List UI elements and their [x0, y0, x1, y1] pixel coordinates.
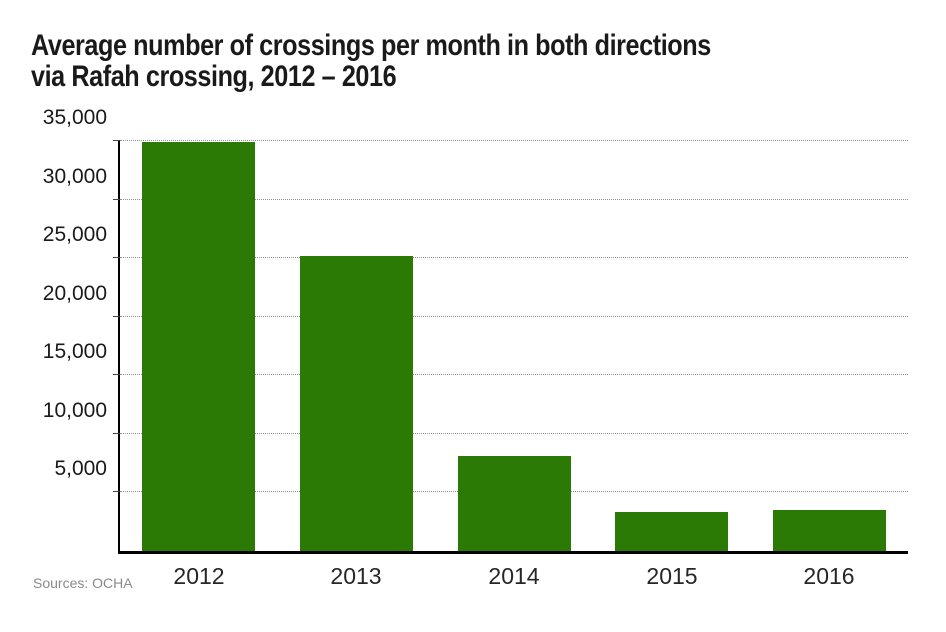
y-axis-tick — [113, 199, 120, 200]
gridline-15000 — [120, 374, 908, 375]
y-tick-label-20000: 20,000 — [42, 282, 107, 305]
y-tick-label-25000: 25,000 — [42, 223, 107, 246]
y-axis-tick — [113, 316, 120, 317]
y-axis-tick — [113, 140, 120, 141]
chart-title-line2: via Rafah crossing, 2012 – 2016 — [31, 60, 397, 93]
bar-2016 — [773, 510, 886, 551]
x-axis-label-2012: 2012 — [173, 563, 225, 589]
y-axis-tick — [113, 491, 120, 492]
y-tick-label-10000: 10,000 — [42, 399, 107, 422]
chart-title-line1: Average number of crossings per month in… — [31, 29, 711, 62]
y-axis-tick — [113, 433, 120, 434]
gridline-30000 — [120, 199, 908, 200]
y-tick-label-15000: 15,000 — [42, 340, 107, 363]
source-label: Sources: OCHA — [33, 575, 133, 591]
gridline-35000 — [120, 140, 908, 141]
y-tick-label-30000: 30,000 — [42, 165, 107, 188]
y-tick-label-5000: 5,000 — [54, 457, 107, 480]
x-axis-label-2015: 2015 — [646, 563, 698, 589]
y-axis-tick — [113, 257, 120, 258]
x-axis-label-2016: 2016 — [803, 563, 855, 589]
y-axis-tick — [113, 374, 120, 375]
bar-2015 — [615, 512, 728, 551]
gridline-20000 — [120, 316, 908, 317]
bar-2014 — [458, 456, 571, 551]
x-axis-label-2014: 2014 — [488, 563, 540, 589]
gridline-25000 — [120, 257, 908, 258]
gridline-10000 — [120, 433, 908, 434]
bar-2012 — [142, 142, 255, 551]
x-axis-label-2013: 2013 — [330, 563, 382, 589]
y-tick-label-35000: 35,000 — [42, 106, 107, 129]
bar-2013 — [300, 256, 413, 551]
chart-title: Average number of crossings per month in… — [31, 30, 711, 92]
plot-area: 5,000 10,000 15,000 20,000 25,000 30,000 35,00… — [43, 106, 908, 589]
